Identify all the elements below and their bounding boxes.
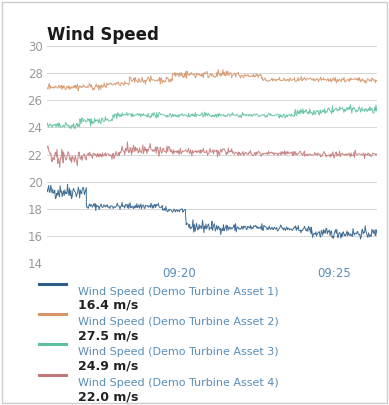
Text: Wind Speed: Wind Speed [47, 26, 159, 44]
Text: Wind Speed (Demo Turbine Asset 4): Wind Speed (Demo Turbine Asset 4) [78, 378, 279, 388]
Text: 16.4 m/s: 16.4 m/s [78, 299, 138, 312]
Text: Wind Speed (Demo Turbine Asset 2): Wind Speed (Demo Turbine Asset 2) [78, 317, 279, 327]
Text: Wind Speed (Demo Turbine Asset 1): Wind Speed (Demo Turbine Asset 1) [78, 287, 279, 297]
Text: 22.0 m/s: 22.0 m/s [78, 390, 138, 403]
Text: 24.9 m/s: 24.9 m/s [78, 360, 138, 373]
Text: 27.5 m/s: 27.5 m/s [78, 329, 138, 342]
Text: Wind Speed (Demo Turbine Asset 3): Wind Speed (Demo Turbine Asset 3) [78, 347, 279, 358]
